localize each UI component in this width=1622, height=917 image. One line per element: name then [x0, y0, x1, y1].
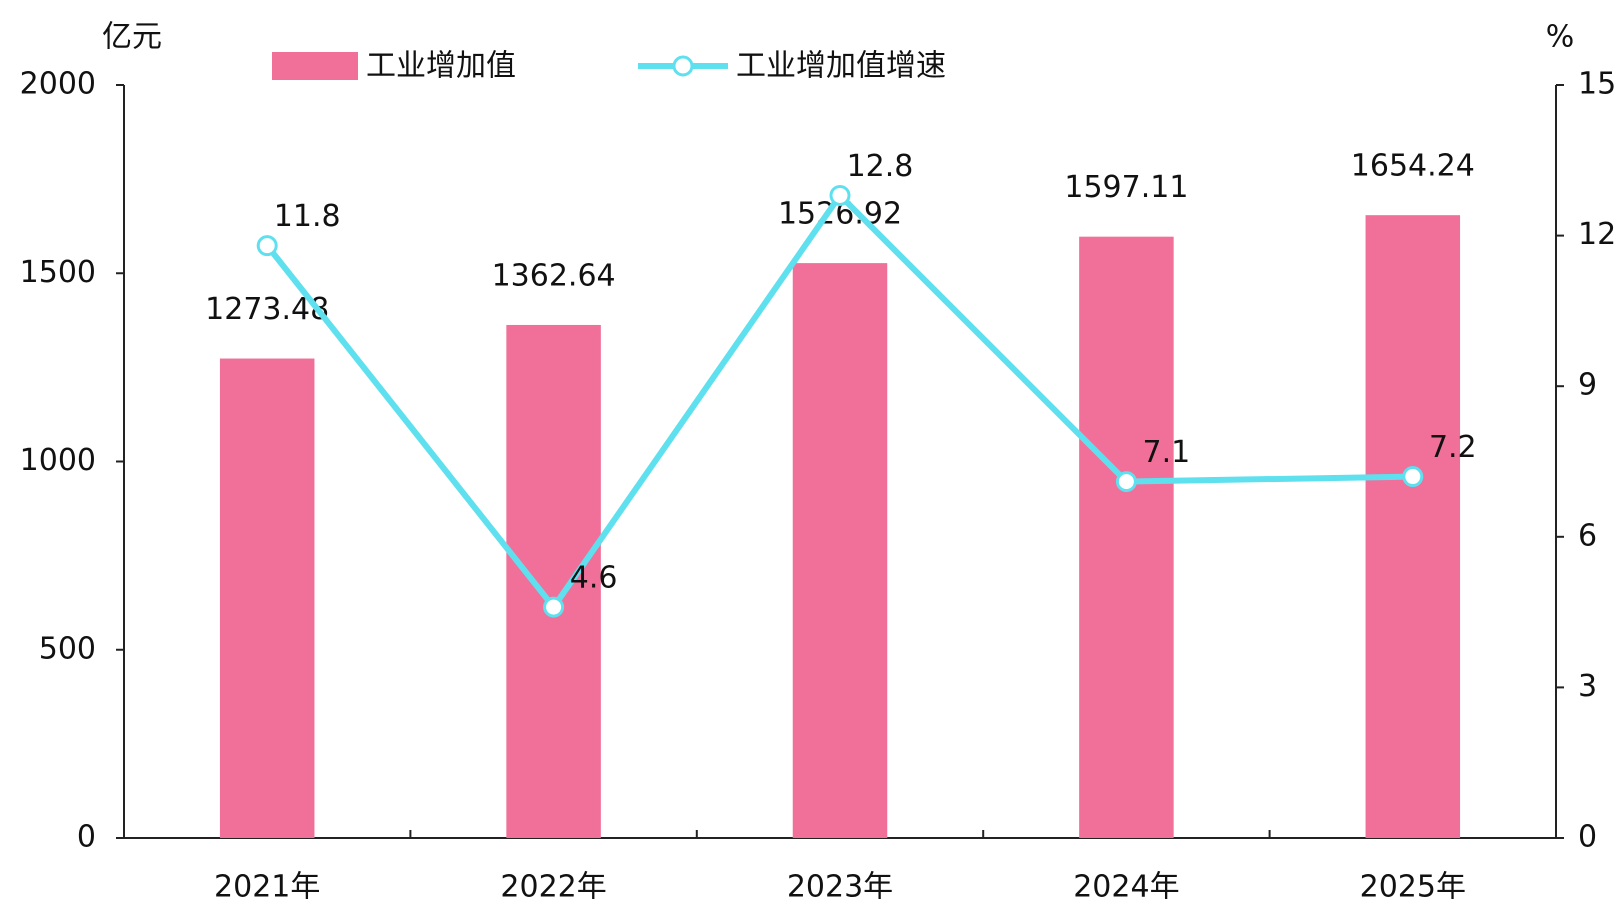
legend-label: 工业增加值	[366, 49, 516, 84]
bar-value-label: 1362.64	[492, 258, 616, 293]
bar	[506, 324, 601, 838]
y2-tick-label: 15	[1578, 67, 1616, 102]
x-tick-label: 2024年	[1073, 870, 1179, 905]
line-marker	[1115, 471, 1137, 493]
x-tick-label: 2021年	[214, 870, 320, 905]
y-tick-label: 0	[77, 820, 96, 855]
line-value-label: 12.8	[847, 149, 914, 184]
line-marker	[543, 596, 565, 618]
y-tick-label: 1000	[20, 443, 96, 478]
bar	[1079, 236, 1174, 838]
x-tick-label: 2023年	[787, 870, 893, 905]
y2-axis-label: %	[1546, 20, 1575, 55]
y2-tick-label: 12	[1578, 217, 1616, 252]
x-tick-label: 2022年	[500, 870, 606, 905]
line-value-label: 7.2	[1429, 430, 1477, 465]
x-tick-label: 2025年	[1360, 870, 1466, 905]
y-tick-label: 500	[39, 631, 96, 666]
bar-value-label: 1597.11	[1064, 170, 1188, 205]
bar-value-label: 1654.24	[1351, 149, 1475, 184]
line-marker	[1402, 466, 1424, 488]
y2-tick-label: 0	[1578, 820, 1597, 855]
line-marker	[256, 235, 278, 257]
line-value-label: 4.6	[570, 561, 618, 596]
line-marker	[829, 184, 851, 206]
bar	[1365, 215, 1461, 838]
y-tick-label: 2000	[20, 67, 96, 102]
line-value-label: 7.1	[1143, 435, 1191, 470]
legend-marker	[672, 55, 694, 77]
bar	[792, 263, 888, 838]
y-axis-label: 亿元	[102, 20, 162, 55]
legend-label: 工业增加值增速	[736, 49, 946, 84]
y-tick-label: 1500	[20, 255, 96, 290]
line-value-label: 11.8	[274, 199, 341, 234]
y2-tick-label: 3	[1578, 669, 1597, 704]
bar	[219, 358, 315, 838]
legend-swatch	[272, 52, 358, 80]
y2-tick-label: 9	[1578, 368, 1597, 403]
y2-tick-label: 6	[1578, 518, 1597, 553]
